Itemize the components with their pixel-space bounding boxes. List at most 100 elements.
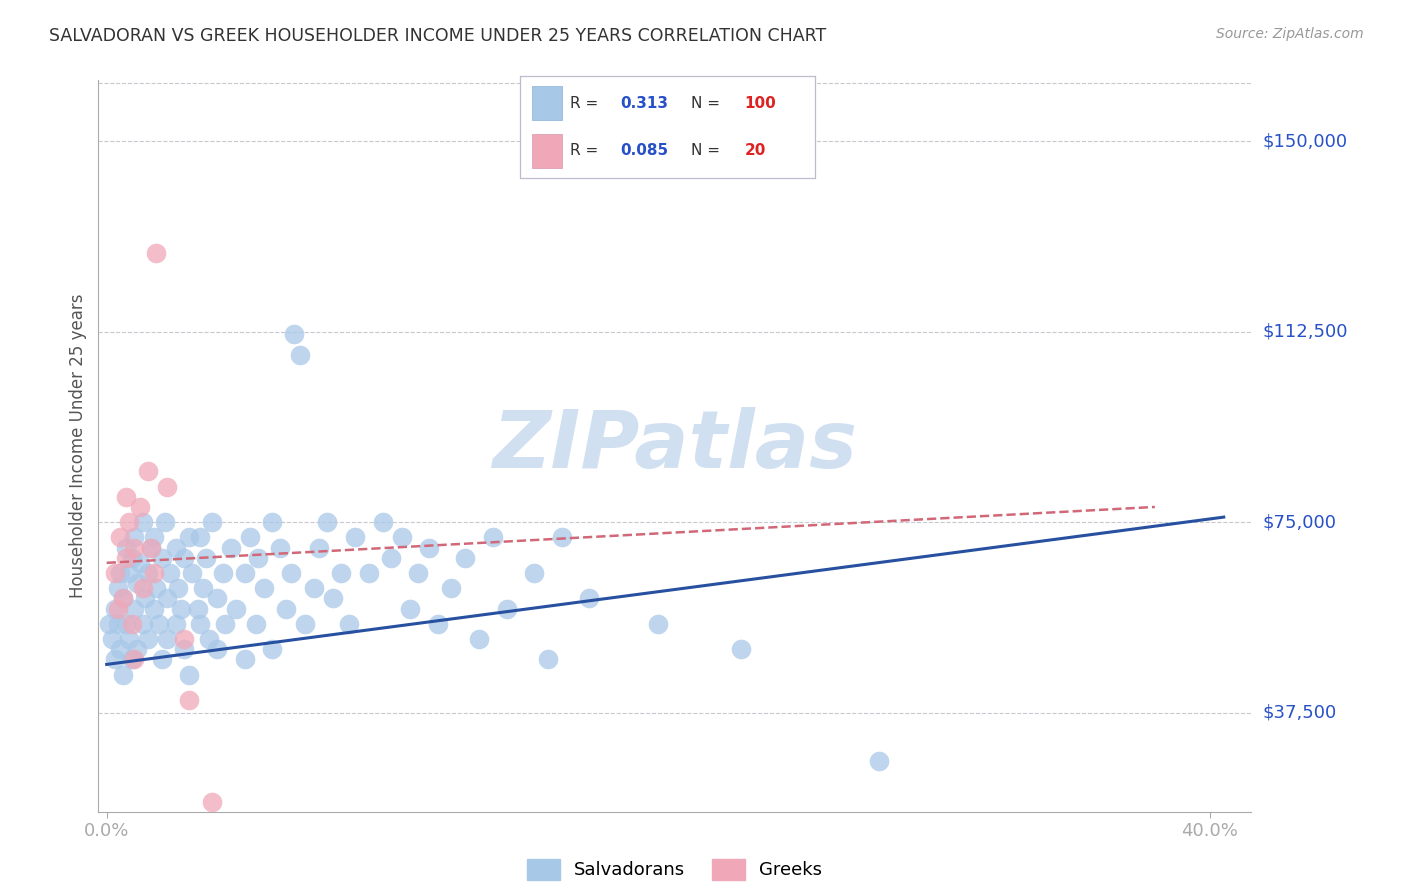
Point [118, 566, 141, 580]
Point [647, 616, 669, 631]
Point [156, 591, 179, 606]
Point [391, 530, 413, 544]
Point [280, 566, 302, 580]
Point [262, 642, 284, 657]
Point [104, 566, 127, 580]
Text: ZIPatlas: ZIPatlas [492, 407, 858, 485]
Point [124, 541, 146, 555]
Point [104, 601, 127, 615]
Point [214, 616, 236, 631]
Point [181, 566, 204, 580]
Y-axis label: Householder Income Under 25 years: Householder Income Under 25 years [69, 293, 87, 599]
Point [371, 515, 394, 529]
Point [200, 515, 222, 529]
Point [730, 642, 752, 657]
Point [131, 616, 153, 631]
Point [139, 541, 162, 555]
Bar [531, 87, 561, 120]
Point [195, 550, 218, 565]
Point [205, 642, 228, 657]
Point [219, 541, 242, 555]
Point [302, 581, 325, 595]
Point [148, 616, 170, 631]
Point [107, 581, 129, 595]
Point [200, 795, 222, 809]
Point [139, 541, 162, 555]
Text: N =: N = [692, 144, 725, 158]
Point [104, 652, 127, 666]
Point [288, 347, 311, 362]
Point [173, 642, 195, 657]
Point [121, 616, 143, 631]
Point [253, 581, 276, 595]
Point [482, 530, 505, 544]
Point [187, 601, 209, 615]
Point [578, 591, 600, 606]
Point [118, 515, 141, 529]
Point [112, 591, 135, 606]
Point [537, 652, 560, 666]
Point [190, 530, 212, 544]
Point [179, 693, 201, 707]
Point [274, 601, 297, 615]
Text: $112,500: $112,500 [1263, 323, 1348, 341]
Point [399, 601, 422, 615]
Point [125, 642, 148, 657]
Point [211, 566, 233, 580]
Point [156, 480, 179, 494]
Point [159, 566, 181, 580]
Point [110, 530, 132, 544]
Point [142, 530, 165, 544]
Text: $150,000: $150,000 [1263, 132, 1347, 150]
Text: $37,500: $37,500 [1263, 704, 1337, 722]
Point [110, 566, 132, 580]
Point [380, 550, 402, 565]
Point [124, 530, 146, 544]
Point [115, 616, 138, 631]
Point [197, 632, 219, 646]
Point [110, 642, 132, 657]
Point [179, 667, 201, 681]
Point [245, 616, 267, 631]
Point [193, 581, 215, 595]
Point [112, 591, 135, 606]
Point [170, 601, 193, 615]
Point [426, 616, 449, 631]
Point [107, 616, 129, 631]
Point [142, 566, 165, 580]
Point [357, 566, 380, 580]
Point [142, 601, 165, 615]
Point [205, 591, 228, 606]
Point [136, 632, 159, 646]
Point [495, 601, 517, 615]
Point [145, 581, 167, 595]
Point [145, 246, 167, 260]
Point [153, 515, 176, 529]
Text: R =: R = [571, 144, 603, 158]
Point [131, 515, 153, 529]
Point [128, 556, 150, 570]
Point [121, 550, 143, 565]
Point [136, 464, 159, 478]
Point [418, 541, 440, 555]
Point [124, 652, 146, 666]
Point [165, 616, 187, 631]
Text: 0.085: 0.085 [620, 144, 669, 158]
Point [468, 632, 491, 646]
Text: 0.313: 0.313 [620, 96, 669, 111]
Text: 100: 100 [745, 96, 776, 111]
Point [136, 566, 159, 580]
Point [121, 652, 143, 666]
Point [454, 550, 477, 565]
Point [239, 530, 262, 544]
Point [523, 566, 546, 580]
Point [269, 541, 291, 555]
Point [131, 581, 153, 595]
Point [115, 550, 138, 565]
Point [233, 566, 256, 580]
Point [179, 530, 201, 544]
Point [134, 591, 156, 606]
Text: 20: 20 [745, 144, 766, 158]
Point [101, 632, 124, 646]
Point [173, 550, 195, 565]
